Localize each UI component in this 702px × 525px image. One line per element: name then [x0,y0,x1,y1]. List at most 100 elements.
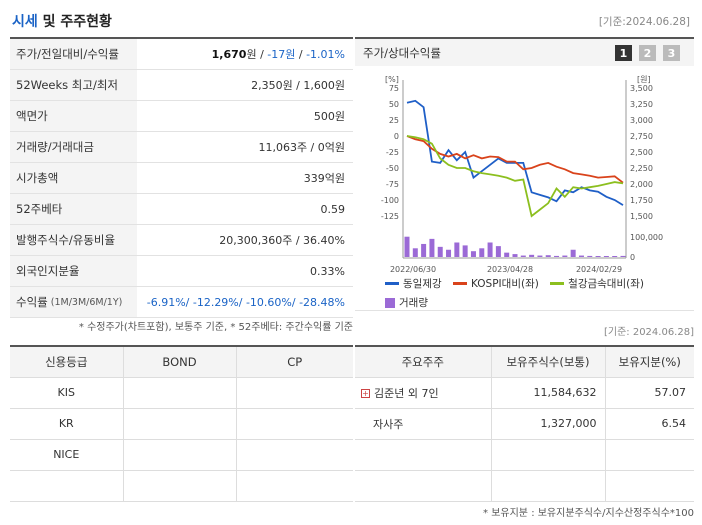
bond-cell [122,470,236,502]
left-tick-label: 0 [394,132,399,141]
series-line-0 [406,99,624,206]
column-header: 보유지분(%) [604,346,694,378]
left-tick-label: -75 [386,180,399,189]
volume-bar [603,256,609,257]
summary-value: 2,350원 / 1,600원 [251,79,345,92]
chart-tab-3[interactable]: 3 [663,45,680,61]
volume-bar [612,256,618,257]
right-tick-label: 2,000 [630,180,653,189]
shares-cell [490,439,605,471]
left-axis-unit: [%] [385,75,399,84]
pct-cell [604,470,694,502]
shares-cell [490,470,605,502]
left-tick-label: -125 [381,212,399,221]
summary-row-shares: 발행주식수/유동비율 20,300,360주 / 36.40% [10,225,353,256]
volume-bar [454,242,460,257]
volume-bar [587,255,593,257]
column-header: 주요주주 [355,346,491,378]
series-line-1 [406,135,624,184]
summary-value: 339억원 [303,172,345,185]
table-row [355,439,694,471]
right-tick-label: 1,750 [630,196,653,205]
legend-item: 동일제강 [385,276,442,291]
volume-bar [412,248,418,257]
holder-name-cell [355,470,491,502]
right-tick-label: 3,000 [630,116,653,125]
volume-bar [595,256,601,257]
chart-tabs: 1 2 3 [615,45,680,61]
volume-bar [462,245,468,257]
table-row: + 김준년 외 7인 11,584,632 57.07 [355,377,694,409]
summary-label: 주가/전일대비/수익률 [10,39,137,69]
agency-cell: KIS [10,377,123,409]
shareholding-footnote: * 보유지분 : 보유지분주식수/지수산정주식수*100 [483,508,694,519]
summary-row-price: 주가/전일대비/수익률 1,670원 / -17원 / -1.01% [10,39,353,70]
pct-cell [604,439,694,471]
column-header: CP [235,346,353,378]
volume-bar [421,243,427,257]
summary-value: 1,670원 / -17원 / -1.01% [211,48,345,61]
volume-bar [520,255,526,257]
pct-cell: 6.54 [604,408,694,440]
agency-cell: KR [10,408,123,440]
holder-name-cell[interactable]: + 김준년 외 7인 [355,377,491,409]
table-row: KR [10,408,353,440]
legend-item: 거래량 [385,295,428,310]
chart-base-date: [기준: 2024.06.28] [603,327,694,338]
volume-bar [479,248,485,257]
agency-cell [10,470,123,502]
chart-title: 주가/상대수익률 [363,46,441,60]
right-tick-label: 2,500 [630,148,653,157]
summary-label: 시가총액 [10,163,137,193]
column-header: 신용등급 [10,346,123,378]
summary-row-foreign: 외국인지분율 0.33% [10,256,353,287]
chart-legend: 동일제강 KOSPI대비(좌) 철강금속대비(좌) 거래량 [385,276,685,311]
series-line-2 [406,135,624,218]
right-tick-label: 2,250 [630,164,653,173]
holder-name-cell: 자사주 [355,408,491,440]
summary-row-beta: 52주베타 0.59 [10,194,353,225]
volume-bar [437,246,443,257]
table-row [10,470,353,502]
holder-name-cell [355,439,491,471]
volume-bar [512,254,518,257]
summary-label: 52주베타 [10,194,137,224]
cp-cell [235,470,353,502]
summary-row-returns: 수익률 (1M/3M/6M/1Y) -6.91%/ -12.29%/ -10.60… [10,287,353,318]
volume-bar [620,255,626,257]
left-tick-label: 25 [389,116,399,125]
volume-bar [446,249,452,257]
summary-value: 500원 [313,110,345,123]
legend-item: KOSPI대비(좌) [452,276,539,291]
summary-label: 52Weeks 최고/최저 [10,70,137,100]
volume-bar [562,255,568,257]
table-row: NICE [10,439,353,471]
summary-value: 0.33% [310,264,345,278]
major-shareholders-table: 주요주주 보유주식수(보통) 보유지분(%) + 김준년 외 7인 11,584,… [355,345,694,502]
chart-panel: 주가/상대수익률 1 2 3 [%] [원] 75 3,500 50 3,250 25 3,0… [355,37,694,311]
pct-cell: 57.07 [604,377,694,409]
volume-bar [537,255,543,257]
bond-cell [122,408,236,440]
summary-label: 발행주식수/유동비율 [10,225,137,255]
summary-label: 수익률 (1M/3M/6M/1Y) [10,287,137,317]
volume-bar [545,255,551,257]
bond-cell [122,377,236,409]
summary-footnote: * 수정주가(차트포함), 보통주 기준, * 52주베타: 주간수익률 기준 [78,322,353,333]
expand-icon[interactable]: + [361,388,370,398]
table-row [355,470,694,502]
chart-tab-2[interactable]: 2 [639,45,656,61]
credit-rating-table: 신용등급 BOND CP KIS KR NICE [10,345,353,502]
summary-value: -6.91%/ -12.29%/ -10.60%/ -28.48% [146,295,345,309]
summary-value: 0.59 [320,202,346,216]
summary-row-volume: 거래량/거래대금 11,063주 / 0억원 [10,132,353,163]
chart-tab-1[interactable]: 1 [615,45,632,61]
return-chart: [%] [원] 75 3,500 50 3,250 25 3,000 0 2,750 -25 2,50… [381,75,663,274]
summary-value: 20,300,360주 / 36.40% [219,234,345,247]
x-tick-label: 2022/06/30 [390,265,436,274]
summary-label: 액면가 [10,101,137,131]
right-tick-label: 3,500 [630,84,653,93]
volume-tick-label: 100,000 [630,233,663,242]
left-tick-label: -50 [386,164,399,173]
right-tick-label: 3,250 [630,100,653,109]
